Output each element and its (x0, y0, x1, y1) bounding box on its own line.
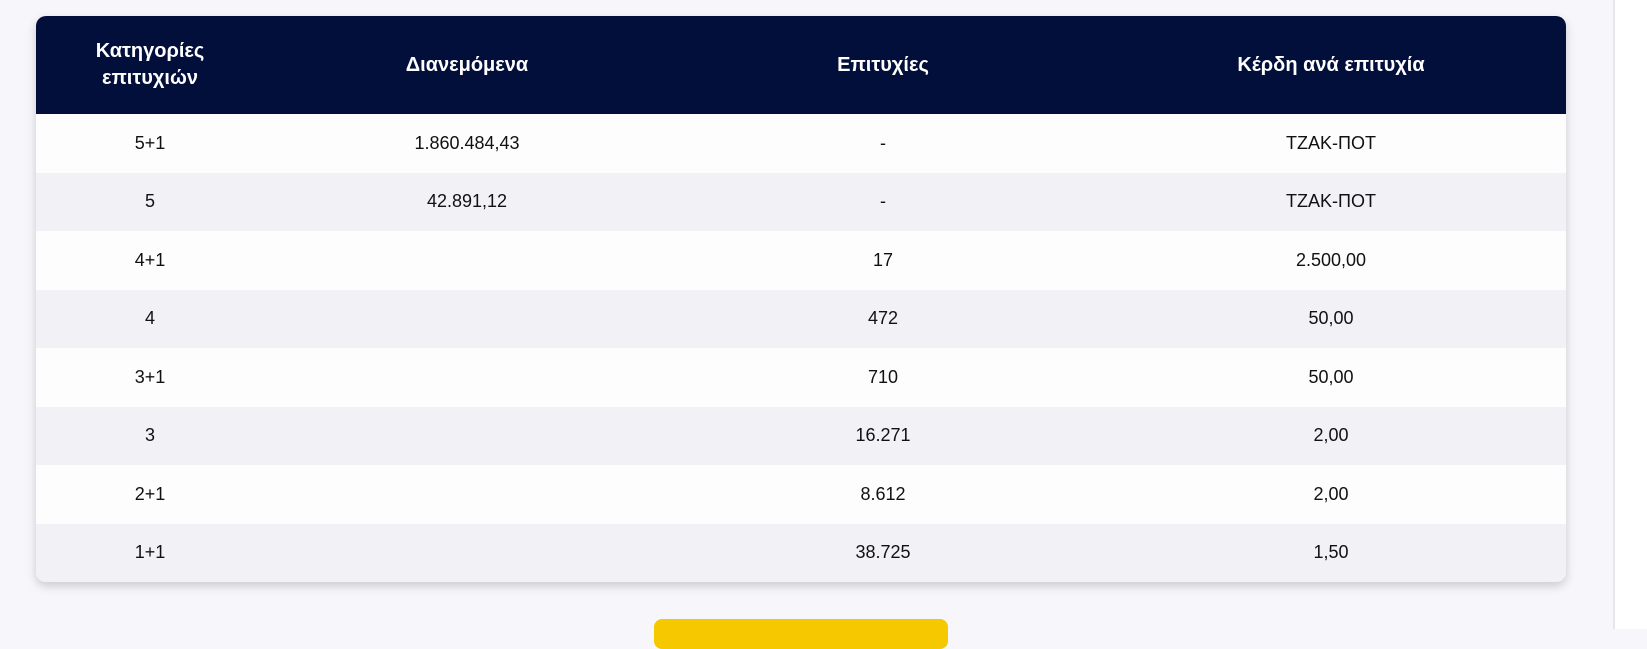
cell-winners: 17 (872, 249, 894, 270)
cell-prize: 50,00 (1308, 308, 1354, 329)
cell-winners: - (880, 191, 886, 212)
cell-winners: 38.725 (855, 542, 911, 563)
cell-category: 3 (144, 425, 155, 446)
table-header: Κατηγορίες επιτυχιών Διανεμόμενα Επιτυχί… (36, 16, 1566, 114)
table-header-row: Κατηγορίες επιτυχιών Διανεμόμενα Επιτυχί… (36, 16, 1566, 114)
table-body: 5+1 1.860.484,43 - ΤΖΑΚ-ΠΟΤ 5 42.891,12 … (36, 114, 1566, 582)
table-row: 1+1 38.725 1,50 (36, 523, 1566, 583)
cell-distributed: 42.891,12 (426, 191, 508, 212)
action-button[interactable] (654, 619, 948, 649)
cell-category: 5+1 (134, 132, 166, 153)
table-row: 4+1 17 2.500,00 (36, 231, 1566, 290)
cell-category: 5 (144, 191, 155, 212)
header-winners: Επιτυχίες (837, 53, 929, 76)
right-edge-panel (1613, 0, 1647, 629)
cell-distributed (264, 524, 670, 583)
cell-category: 3+1 (134, 366, 166, 387)
table-row: 3 16.271 2,00 (36, 406, 1566, 466)
cell-distributed: 1.860.484,43 (414, 132, 520, 153)
results-table: Κατηγορίες επιτυχιών Διανεμόμενα Επιτυχί… (36, 16, 1566, 582)
cell-category: 4 (144, 308, 155, 329)
header-categories-label: Κατηγορίες επιτυχιών (95, 40, 205, 89)
cell-winners: 8.612 (860, 483, 906, 504)
cell-prize: 2,00 (1313, 425, 1349, 446)
table-row: 3+1 710 50,00 (36, 348, 1566, 407)
cell-prize: ΤΖΑΚ-ΠΟΤ (1286, 132, 1376, 153)
cell-prize: 2.500,00 (1295, 249, 1367, 270)
cell-prize: 50,00 (1308, 366, 1354, 387)
header-prize-per-winner: Κέρδη ανά επιτυχία (1237, 53, 1425, 76)
cell-distributed (264, 290, 670, 349)
cell-category: 1+1 (134, 542, 166, 563)
cell-winners: 472 (867, 308, 899, 329)
header-categories: Κατηγορίες επιτυχιών (36, 16, 264, 114)
table-row: 5+1 1.860.484,43 - ΤΖΑΚ-ΠΟΤ (36, 114, 1566, 173)
cell-winners: 16.271 (855, 425, 911, 446)
cell-winners: 710 (867, 366, 899, 387)
cell-prize: ΤΖΑΚ-ΠΟΤ (1286, 191, 1376, 212)
cell-category: 2+1 (134, 483, 166, 504)
table-row: 5 42.891,12 - ΤΖΑΚ-ΠΟΤ (36, 172, 1566, 231)
cell-distributed (264, 407, 670, 466)
cell-distributed (264, 231, 670, 290)
cell-prize: 1,50 (1313, 542, 1349, 563)
header-distributed: Διανεμόμενα (405, 53, 529, 76)
cell-distributed (264, 348, 670, 407)
cell-distributed (264, 465, 670, 524)
cell-category: 4+1 (134, 249, 166, 270)
cell-winners: - (880, 132, 886, 153)
table-row: 2+1 8.612 2,00 (36, 465, 1566, 524)
table-row: 4 472 50,00 (36, 289, 1566, 349)
results-table-card: Κατηγορίες επιτυχιών Διανεμόμενα Επιτυχί… (36, 16, 1566, 582)
cell-prize: 2,00 (1313, 483, 1349, 504)
